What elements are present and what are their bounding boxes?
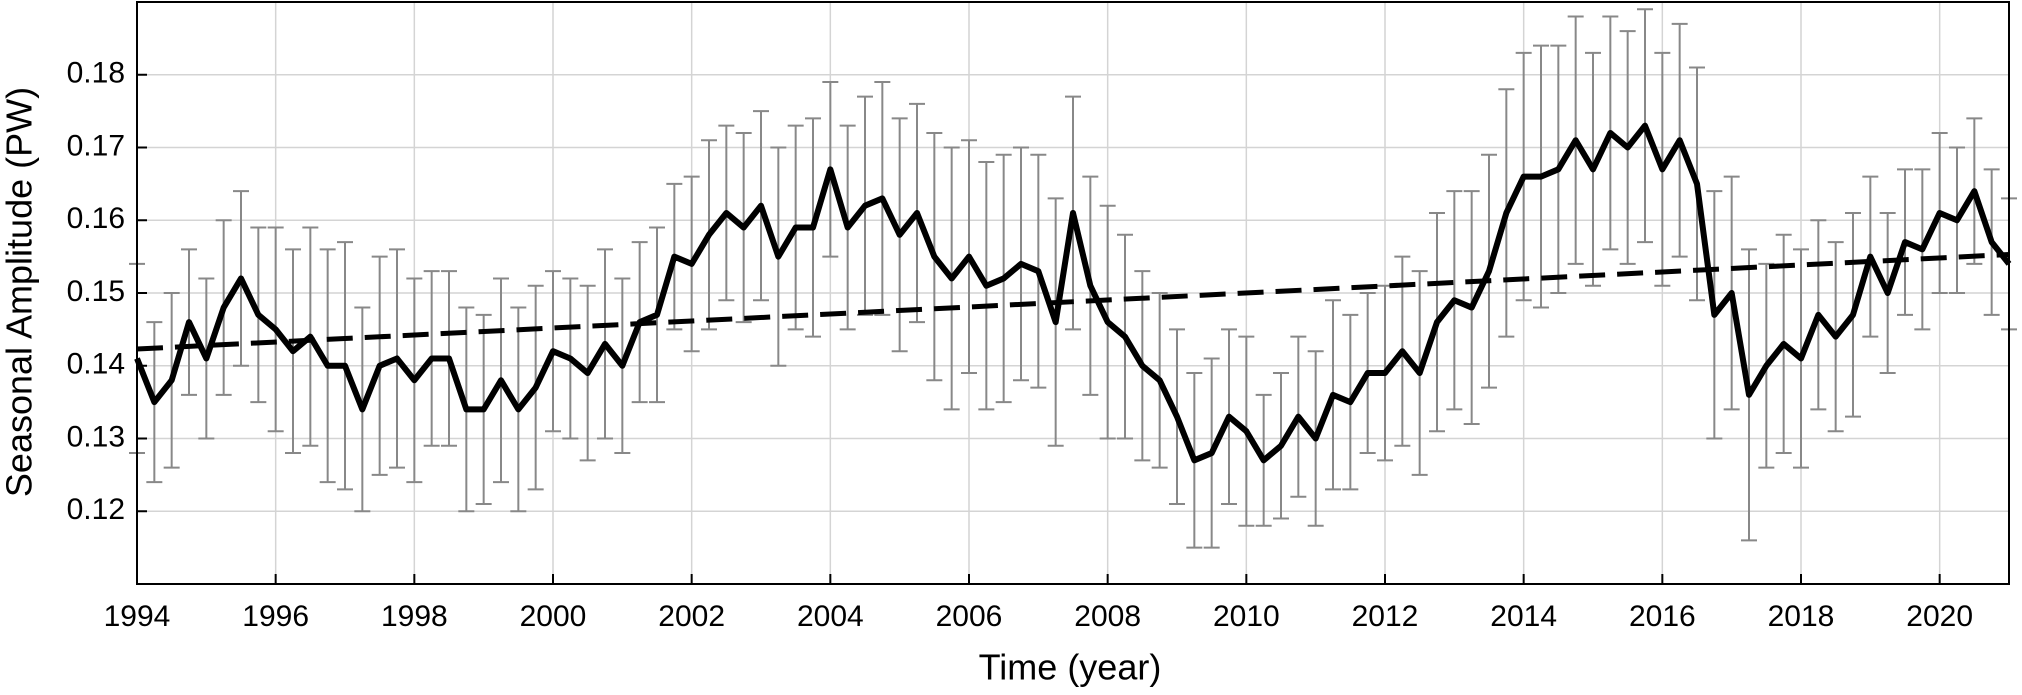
x-tick-label: 2010 xyxy=(1213,600,1280,633)
y-tick-label: 0.16 xyxy=(67,202,125,235)
x-tick-label: 1998 xyxy=(381,600,448,633)
y-tick-label: 0.14 xyxy=(67,348,125,381)
y-tick-label: 0.17 xyxy=(67,129,125,162)
x-tick-label: 2012 xyxy=(1352,600,1419,633)
x-tick-label: 2000 xyxy=(520,600,587,633)
trend-line xyxy=(136,251,2010,352)
x-tick-label: 1996 xyxy=(242,600,309,633)
plot-frame xyxy=(136,1,2010,585)
x-tick-label: 2016 xyxy=(1629,600,1696,633)
x-tick-label: 2018 xyxy=(1768,600,1835,633)
x-tick-label: 2014 xyxy=(1490,600,1557,633)
x-tick-label: 2020 xyxy=(1906,600,1973,633)
x-tick-label: 1994 xyxy=(104,600,171,633)
y-tick-label: 0.13 xyxy=(67,420,125,453)
x-tick-label: 2008 xyxy=(1074,600,1141,633)
y-tick-label: 0.15 xyxy=(67,275,125,308)
data-line xyxy=(134,122,2012,464)
x-tick-label: 2004 xyxy=(797,600,864,633)
x-tick-label: 2006 xyxy=(936,600,1003,633)
y-axis-label: Seasonal Amplitude (PW) xyxy=(0,87,40,497)
y-tick-label: 0.18 xyxy=(67,57,125,90)
x-axis-label: Time (year) xyxy=(979,647,1162,688)
x-tick-label: 2002 xyxy=(658,600,725,633)
y-tick-label: 0.12 xyxy=(67,493,125,526)
